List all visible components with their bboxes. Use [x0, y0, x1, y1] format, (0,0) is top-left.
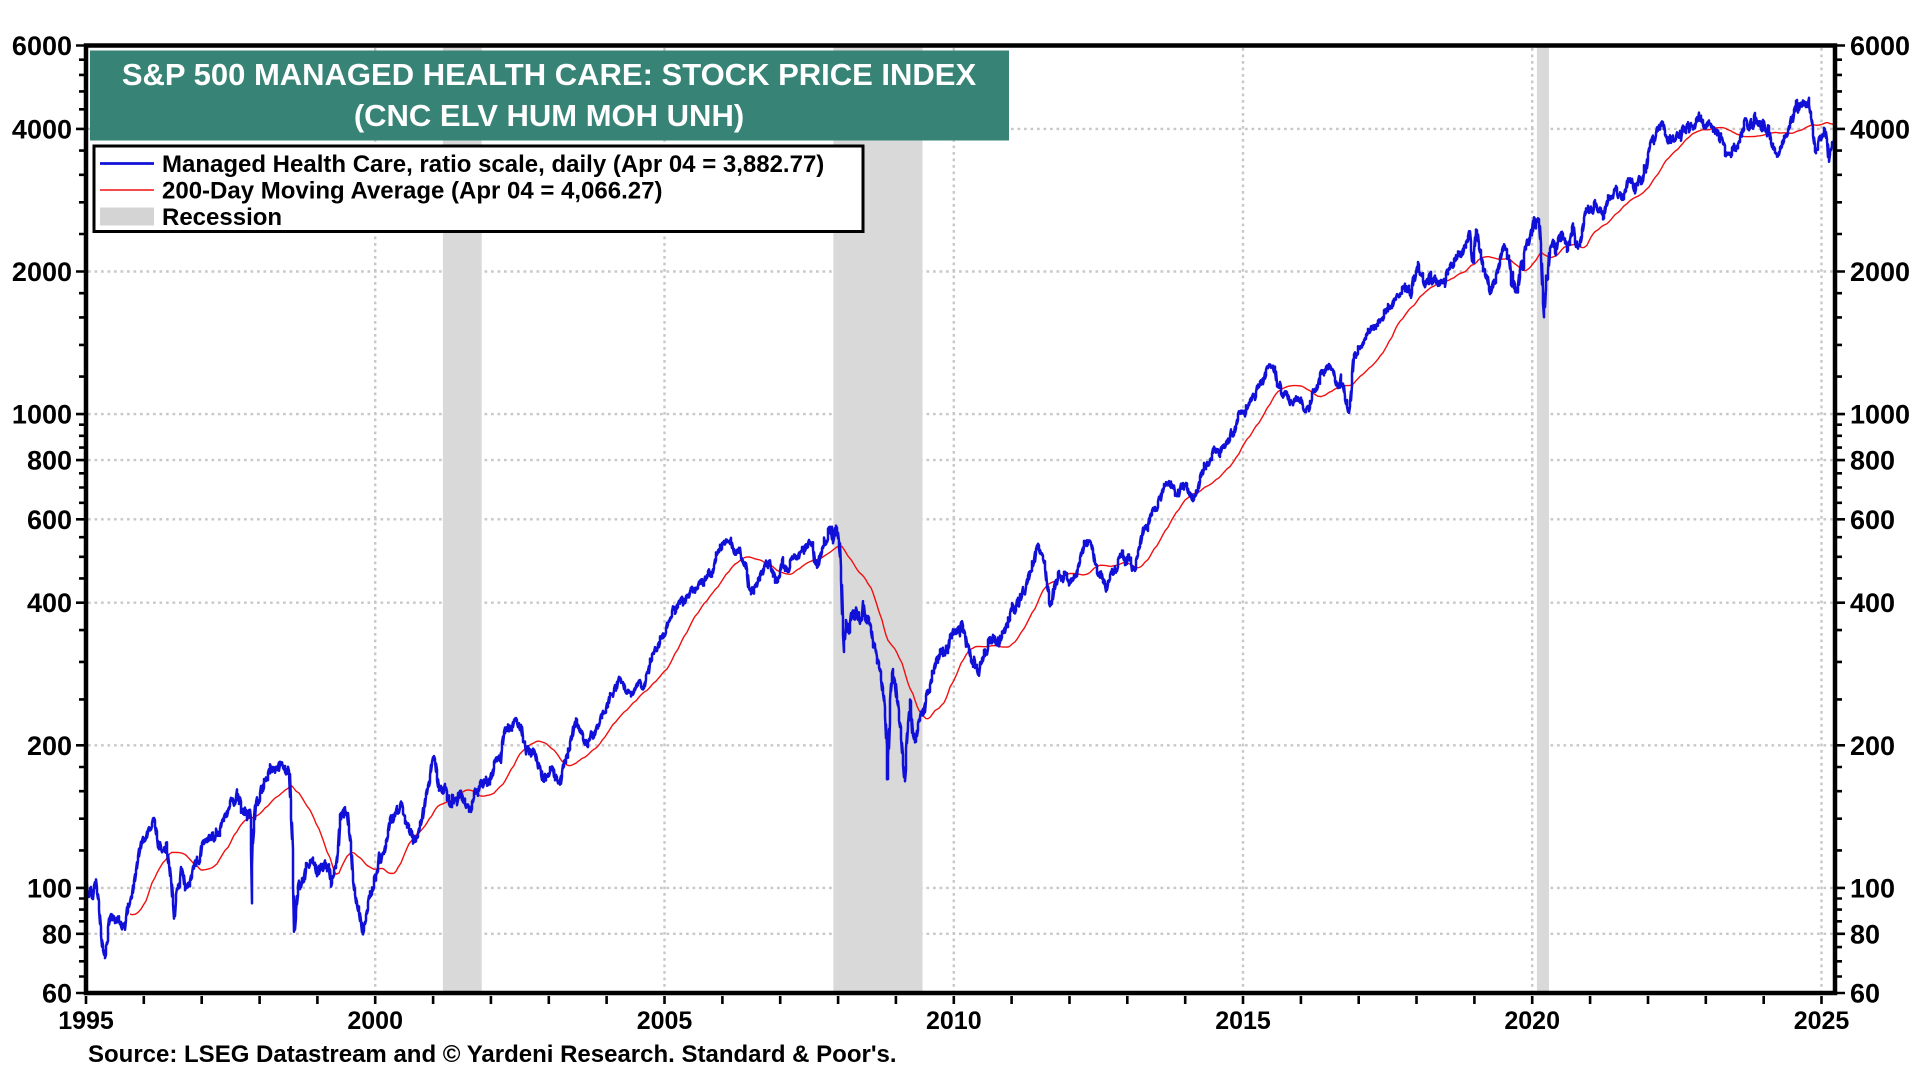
svg-text:200: 200: [27, 731, 72, 761]
svg-text:Source: LSEG Datastream and ©: Source: LSEG Datastream and © Yardeni Re…: [88, 1041, 897, 1068]
svg-text:Recession: Recession: [162, 204, 282, 231]
svg-text:100: 100: [27, 873, 72, 903]
svg-text:200-Day Moving Average (Apr 04: 200-Day Moving Average (Apr 04 = 4,066.2…: [162, 178, 662, 205]
svg-text:1000: 1000: [12, 400, 72, 430]
svg-text:(CNC ELV HUM MOH UNH): (CNC ELV HUM MOH UNH): [354, 98, 744, 133]
svg-text:2010: 2010: [926, 1007, 982, 1035]
svg-text:1000: 1000: [1850, 400, 1910, 430]
svg-text:6000: 6000: [1850, 31, 1910, 61]
svg-text:6000: 6000: [12, 31, 72, 61]
svg-text:80: 80: [42, 919, 72, 949]
svg-text:800: 800: [27, 446, 72, 476]
svg-text:4000: 4000: [1850, 114, 1910, 144]
svg-text:60: 60: [42, 979, 72, 1009]
svg-text:S&P 500 MANAGED HEALTH CARE: S: S&P 500 MANAGED HEALTH CARE: STOCK PRICE…: [122, 57, 977, 92]
svg-text:100: 100: [1850, 873, 1895, 903]
svg-text:400: 400: [1850, 588, 1895, 618]
svg-text:60: 60: [1850, 979, 1880, 1009]
svg-text:2005: 2005: [637, 1007, 693, 1035]
svg-text:2000: 2000: [347, 1007, 403, 1035]
svg-text:600: 600: [27, 505, 72, 535]
svg-text:4000: 4000: [12, 114, 72, 144]
svg-text:1995: 1995: [58, 1007, 114, 1035]
svg-text:2015: 2015: [1215, 1007, 1271, 1035]
svg-text:400: 400: [27, 588, 72, 618]
svg-text:80: 80: [1850, 919, 1880, 949]
svg-text:600: 600: [1850, 505, 1895, 535]
svg-text:2020: 2020: [1504, 1007, 1560, 1035]
svg-text:200: 200: [1850, 731, 1895, 761]
svg-text:800: 800: [1850, 446, 1895, 476]
svg-text:2025: 2025: [1794, 1007, 1850, 1035]
svg-text:2000: 2000: [1850, 257, 1910, 287]
svg-text:2000: 2000: [12, 257, 72, 287]
svg-text:Managed Health Care, ratio sca: Managed Health Care, ratio scale, daily …: [162, 151, 824, 178]
